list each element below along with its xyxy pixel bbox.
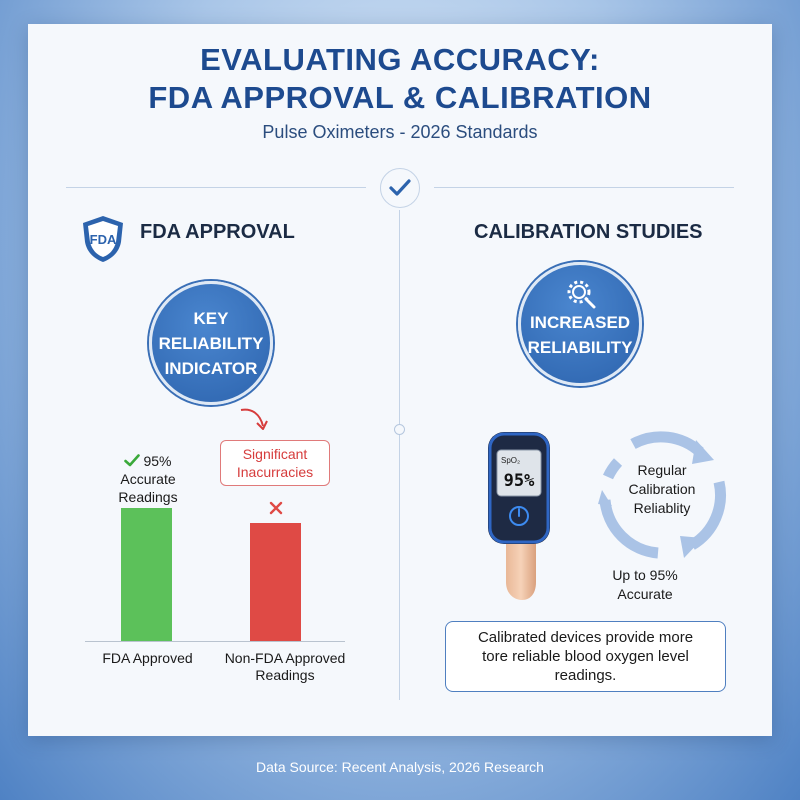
accuracy-line: Up to 95%	[612, 567, 678, 583]
curved-arrow-icon	[240, 408, 268, 430]
category-fda-approved: FDA Approved	[102, 650, 193, 666]
category-line: Non-FDA Approved	[224, 650, 346, 666]
cycle-line: Reliablity	[633, 500, 691, 516]
fda-shield-icon: FDA	[83, 216, 123, 262]
approved-label-line: Readings	[118, 489, 178, 505]
vertical-divider	[399, 210, 400, 700]
callout-line: Inacurracies	[236, 464, 314, 480]
summary-line: tore reliable blood oxygen level	[482, 648, 689, 665]
bar-non-fda-approved	[250, 523, 301, 641]
svg-text:SpO₂: SpO₂	[501, 456, 520, 465]
divider-left	[66, 187, 366, 188]
category-line: Readings	[255, 667, 315, 683]
approved-pct: 95%	[143, 453, 172, 469]
increased-reliability-circle: INCREASED RELIABILITY	[518, 262, 642, 386]
divider-right	[434, 187, 734, 188]
title-line-1: EVALUATING ACCURACY:	[200, 42, 600, 77]
calibration-heading: CALIBRATION STUDIES	[474, 221, 703, 243]
subtitle: Pulse Oximeters - 2026 Standards	[262, 122, 538, 142]
circle-line: KEY	[193, 308, 229, 328]
x-mark-icon	[269, 501, 283, 515]
accuracy-note: Up to 95% Accurate	[590, 566, 700, 604]
category-non-fda-approved: Non-FDA Approved Readings	[210, 650, 360, 684]
checkmark-icon	[389, 179, 411, 196]
data-source-footer: Data Source: Recent Analysis, 2026 Resea…	[256, 759, 544, 775]
chart-baseline	[85, 641, 345, 642]
circle-line: INCREASED	[529, 313, 631, 332]
fda-heading: FDA APPROVAL	[140, 221, 295, 243]
summary-line: readings.	[554, 667, 617, 684]
divider-dot	[394, 424, 405, 435]
circle-line: RELIABILITY	[527, 338, 633, 357]
significant-inaccuracies-callout: Significant Inacurracies	[220, 440, 330, 486]
cycle-line: Regular	[637, 462, 687, 478]
approved-label-line: Accurate	[120, 471, 176, 487]
svg-text:95%: 95%	[504, 471, 535, 491]
approved-pct-line: 95%	[98, 452, 198, 470]
check-icon	[124, 454, 141, 467]
key-reliability-circle: KEY RELIABILITY INDICATOR	[149, 281, 273, 405]
callout-line: Significant	[242, 446, 308, 462]
approved-bar-label: 95% Accurate Readings	[98, 452, 198, 506]
calibration-cycle-arrows	[598, 431, 726, 559]
circle-line: RELIABILITY	[158, 333, 264, 353]
svg-text:FDA: FDA	[90, 232, 117, 247]
cycle-line: Calibration	[628, 481, 696, 497]
calibration-summary-box: Calibrated devices provide more tore rel…	[445, 621, 726, 692]
summary-line: Calibrated devices provide more	[477, 629, 694, 646]
bar-fda-approved	[121, 508, 172, 641]
pulse-oximeter-illustration: SpO₂ 95%	[488, 432, 550, 600]
check-badge	[380, 168, 420, 208]
accuracy-line: Accurate	[617, 586, 673, 602]
circle-line: INDICATOR	[164, 358, 258, 378]
cycle-text: Regular Calibration Reliablity	[602, 461, 722, 518]
gear-magnifier-icon	[567, 280, 596, 309]
title-line-2: FDA APPROVAL & CALIBRATION	[148, 80, 652, 115]
